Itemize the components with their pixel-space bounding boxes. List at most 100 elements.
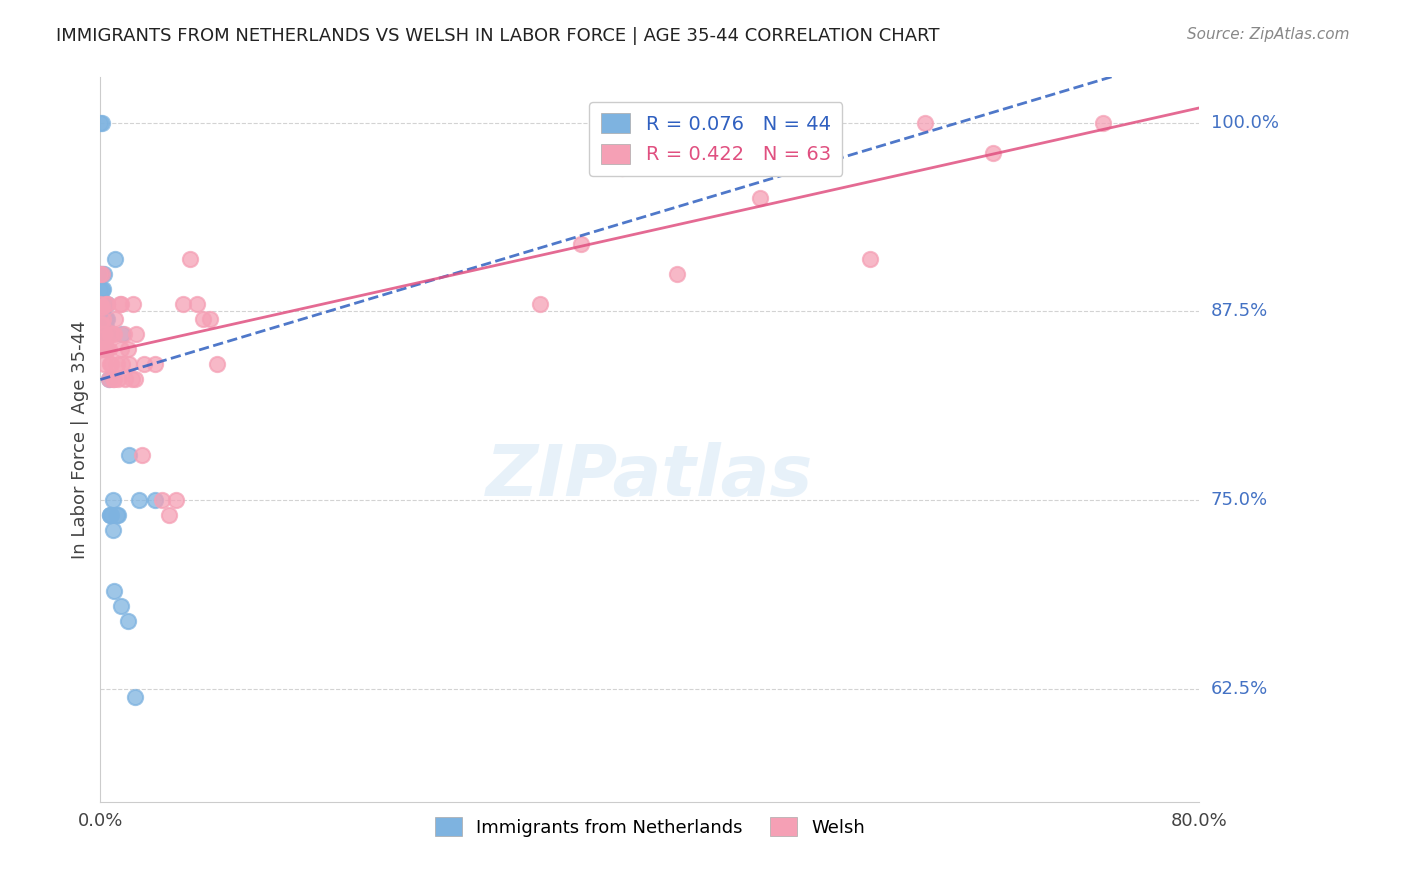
Point [89, 297, 111, 311]
Point [117, 614, 139, 628]
Point [91, 317, 114, 331]
Point [91, 332, 114, 346]
Point [103, 372, 125, 386]
Point [96, 297, 118, 311]
Point [128, 493, 150, 508]
Point [118, 448, 141, 462]
Point [90, 332, 112, 346]
Point [93, 327, 115, 342]
Point [89, 317, 111, 331]
Point [179, 252, 201, 266]
Point [101, 327, 124, 342]
Point [94, 343, 117, 357]
Point [101, 372, 124, 386]
Point [205, 357, 228, 371]
Point [93, 297, 115, 311]
Point [103, 583, 125, 598]
Point [94, 343, 117, 357]
Point [150, 493, 173, 508]
Point [89, 267, 111, 281]
Point [91, 297, 114, 311]
Point [111, 357, 134, 371]
Point [98, 327, 121, 342]
Point [186, 297, 208, 311]
Text: 100.0%: 100.0% [1211, 114, 1278, 132]
Point [89, 300, 111, 314]
Point [89, 300, 111, 314]
Point [101, 524, 124, 538]
Point [94, 319, 117, 334]
Point [98, 508, 121, 523]
Point [97, 372, 120, 386]
Point [107, 508, 129, 523]
Point [112, 327, 135, 342]
Point [89, 317, 111, 331]
Point [91, 300, 114, 314]
Point [103, 327, 125, 342]
Point [569, 236, 592, 251]
Point [1092, 116, 1115, 130]
Point [93, 327, 115, 342]
Point [97, 372, 120, 386]
Point [121, 372, 143, 386]
Point [108, 297, 131, 311]
Point [111, 327, 134, 342]
Point [89, 267, 111, 281]
Point [981, 145, 1004, 160]
Point [200, 312, 222, 326]
Point [105, 357, 128, 371]
Point [90, 317, 112, 331]
Point [93, 312, 115, 326]
Point [98, 508, 121, 523]
Point [125, 327, 148, 342]
Point [118, 357, 141, 371]
Point [157, 508, 180, 523]
Point [134, 357, 156, 371]
Point [110, 343, 132, 357]
Point [90, 317, 112, 331]
Point [104, 312, 127, 326]
Point [165, 493, 187, 508]
Point [114, 372, 136, 386]
Text: IMMIGRANTS FROM NETHERLANDS VS WELSH IN LABOR FORCE | AGE 35-44 CORRELATION CHAR: IMMIGRANTS FROM NETHERLANDS VS WELSH IN … [56, 27, 939, 45]
Point [90, 116, 112, 130]
Point [172, 297, 194, 311]
Point [90, 267, 112, 281]
Point [859, 252, 882, 266]
Point [914, 116, 936, 130]
Y-axis label: In Labor Force | Age 35-44: In Labor Force | Age 35-44 [72, 320, 89, 559]
Point [110, 599, 132, 613]
Point [693, 116, 716, 130]
Point [122, 297, 145, 311]
Point [107, 372, 129, 386]
Point [98, 357, 121, 371]
Point [124, 372, 146, 386]
Point [91, 343, 114, 357]
Point [803, 116, 825, 130]
Text: 62.5%: 62.5% [1211, 680, 1268, 698]
Point [110, 297, 132, 311]
Point [104, 252, 127, 266]
Text: Source: ZipAtlas.com: Source: ZipAtlas.com [1187, 27, 1350, 42]
Point [96, 297, 118, 311]
Point [91, 312, 114, 326]
Point [96, 343, 118, 357]
Point [96, 312, 118, 326]
Point [90, 332, 112, 346]
Point [93, 267, 115, 281]
Point [94, 297, 117, 311]
Text: ZIPatlas: ZIPatlas [486, 442, 814, 510]
Point [193, 312, 215, 326]
Point [94, 312, 117, 326]
Point [529, 297, 551, 311]
Point [89, 284, 111, 298]
Legend: Immigrants from Netherlands, Welsh: Immigrants from Netherlands, Welsh [427, 810, 872, 844]
Point [97, 327, 120, 342]
Text: 75.0%: 75.0% [1211, 491, 1268, 509]
Point [90, 300, 112, 314]
Point [105, 508, 128, 523]
Point [90, 300, 112, 314]
Point [100, 357, 122, 371]
Point [612, 161, 634, 175]
Point [101, 493, 124, 508]
